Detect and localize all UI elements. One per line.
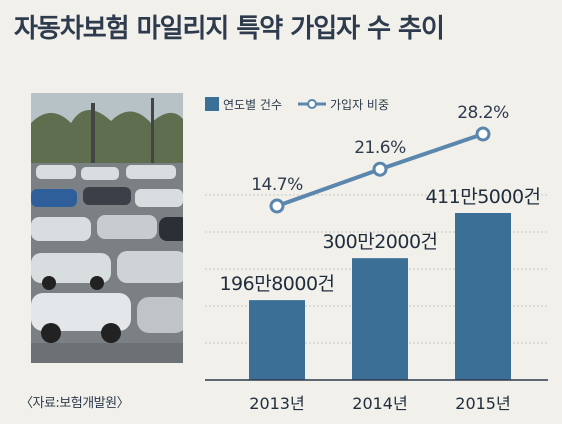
- chart-title: 자동차보험 마일리지 특약 가입자 수 추이: [14, 14, 445, 44]
- bar: [249, 300, 305, 380]
- legend-line-label: 가입자 비중: [330, 98, 389, 112]
- bar-value-label: 411만5000건: [425, 186, 540, 208]
- line-point: [269, 198, 285, 214]
- legend: 연도별 건수 가입자 비중: [205, 97, 389, 112]
- line-value-label: 21.6%: [354, 138, 406, 158]
- bar-value-label: 300만2000건: [322, 231, 437, 253]
- line-series: 14.7% 21.6% 28.2%: [251, 103, 510, 214]
- x-tick-label: 2013년: [249, 394, 304, 413]
- bar-series: 196만8000건 300만2000건 411만5000건: [219, 186, 541, 380]
- legend-line-marker: [307, 99, 317, 109]
- x-tick-label: 2015년: [455, 394, 510, 413]
- legend-bar-swatch: [205, 97, 219, 111]
- x-tick-label: 2014년: [352, 394, 407, 413]
- bar-value-label: 196만8000건: [219, 273, 334, 295]
- line-point: [372, 161, 388, 177]
- line-value-label: 14.7%: [251, 175, 303, 195]
- line-point: [475, 126, 491, 142]
- bar: [352, 258, 408, 380]
- parking-lot-cars-photo: [31, 93, 183, 363]
- bar: [455, 213, 511, 380]
- line-value-label: 28.2%: [457, 103, 509, 123]
- x-tick-labels: 2013년 2014년 2015년: [249, 394, 510, 413]
- legend-bar-label: 연도별 건수: [223, 98, 282, 112]
- parking-lot-photo-art: [31, 93, 183, 363]
- source-note: 〈자료:보험개발원〉: [20, 396, 130, 411]
